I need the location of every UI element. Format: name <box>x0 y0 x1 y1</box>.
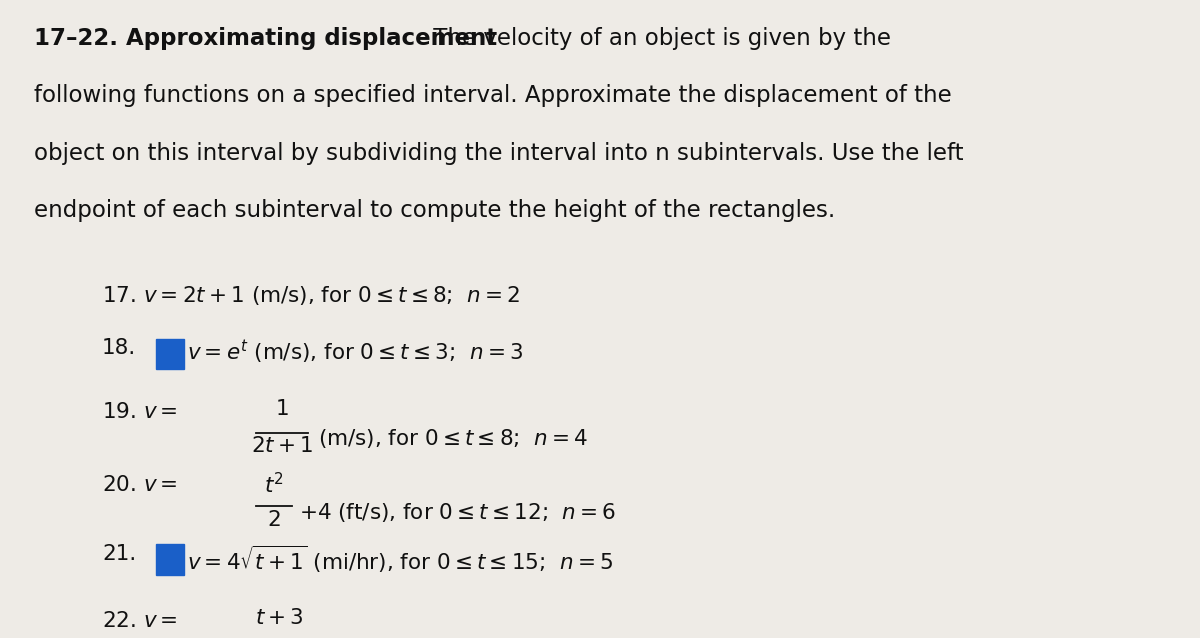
Text: (m/s), for $0 \leq t \leq 4$;  $n = 4$: (m/s), for $0 \leq t \leq 4$; $n = 4$ <box>311 637 581 638</box>
Text: $v = 4\sqrt{t+1}$ (mi/hr), for $0 \leq t \leq 15$;  $n = 5$: $v = 4\sqrt{t+1}$ (mi/hr), for $0 \leq t… <box>187 544 613 575</box>
Text: 20. $v = $: 20. $v = $ <box>102 475 178 495</box>
Text: $t^2$: $t^2$ <box>264 472 283 497</box>
Text: endpoint of each subinterval to compute the height of the rectangles.: endpoint of each subinterval to compute … <box>34 199 835 222</box>
Text: $v = e^t$ (m/s), for $0 \leq t \leq 3$;  $n = 3$: $v = e^t$ (m/s), for $0 \leq t \leq 3$; … <box>187 338 523 366</box>
Text: 17. $v = 2t + 1$ (m/s), for $0 \leq t \leq 8$;  $n = 2$: 17. $v = 2t + 1$ (m/s), for $0 \leq t \l… <box>102 284 521 307</box>
FancyBboxPatch shape <box>156 544 184 575</box>
Text: $2$: $2$ <box>266 510 281 530</box>
Text: $+4$ (ft/s), for $0 \leq t \leq 12$;  $n = 6$: $+4$ (ft/s), for $0 \leq t \leq 12$; $n … <box>299 501 616 524</box>
Text: 19. $v = $: 19. $v = $ <box>102 402 178 422</box>
Text: following functions on a specified interval. Approximate the displacement of the: following functions on a specified inter… <box>34 84 952 107</box>
Text: 18.: 18. <box>102 338 137 358</box>
Text: $2t+1$: $2t+1$ <box>251 436 313 456</box>
Text: 22. $v = $: 22. $v = $ <box>102 611 178 631</box>
Text: object on this interval by subdividing the interval into n subintervals. Use the: object on this interval by subdividing t… <box>34 142 964 165</box>
Text: 21.: 21. <box>102 544 137 563</box>
FancyBboxPatch shape <box>156 339 184 369</box>
Text: 17–22. Approximating displacement: 17–22. Approximating displacement <box>34 27 497 50</box>
Text: $1$: $1$ <box>275 399 289 419</box>
Text: $t+3$: $t+3$ <box>256 608 304 628</box>
Text: The velocity of an object is given by the: The velocity of an object is given by th… <box>426 27 890 50</box>
Text: (m/s), for $0 \leq t \leq 8$;  $n = 4$: (m/s), for $0 \leq t \leq 8$; $n = 4$ <box>318 427 588 450</box>
